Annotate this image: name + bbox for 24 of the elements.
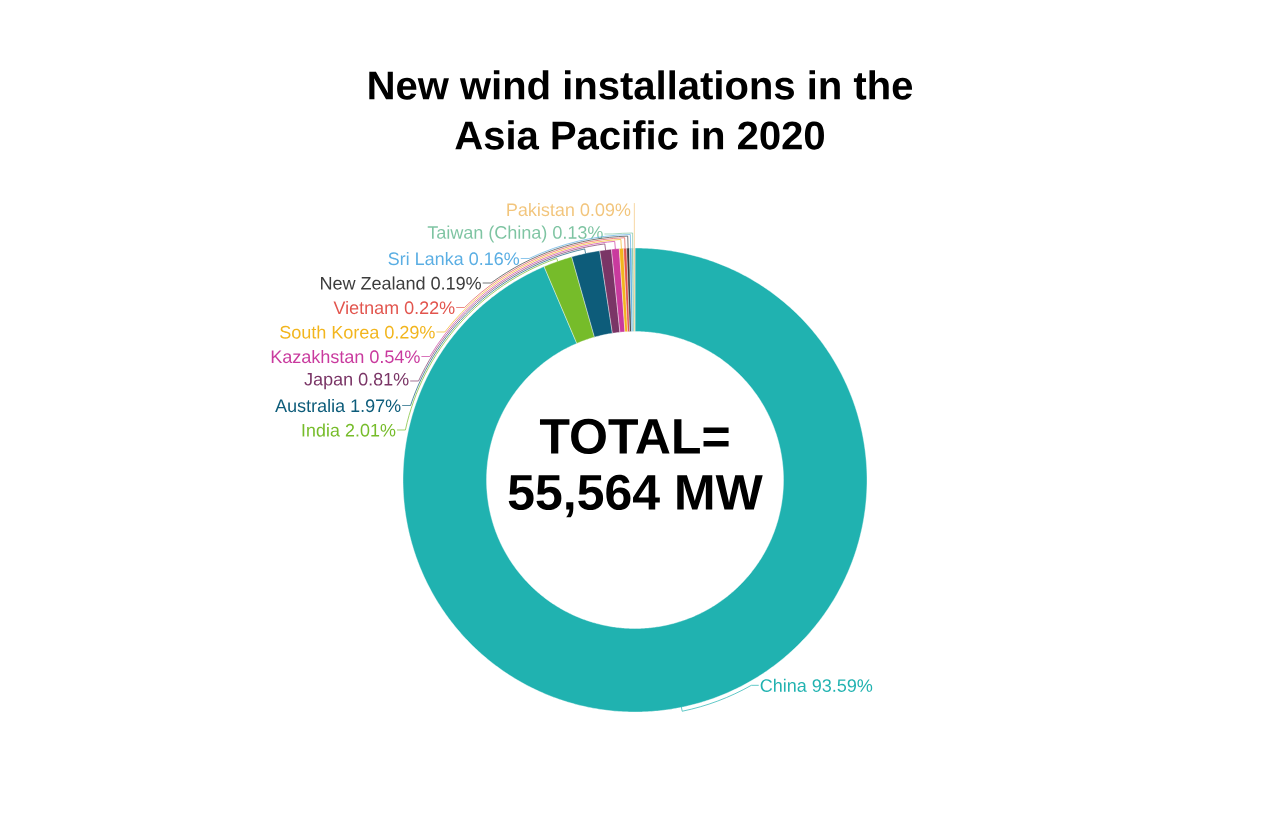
data-label: 0.54%: [370, 350, 420, 364]
data-label: 0.13%: [553, 226, 603, 239]
slice-label: New Zealand: [321, 276, 425, 290]
data-label: 1.97%: [351, 399, 401, 413]
slice-label: China: [760, 678, 807, 692]
data-label: 0.19%: [431, 276, 481, 290]
text: TOTAL= 55,564 MW: [508, 418, 763, 518]
slice-label: Australia: [275, 398, 346, 413]
slice-label: Pakistan: [507, 202, 574, 217]
data-label: 93.59%: [812, 679, 873, 692]
slice-label: South Korea: [280, 325, 380, 339]
data-label: 0.22%: [404, 301, 455, 315]
slice-label: India: [302, 423, 340, 437]
data-label: 2.01%: [345, 423, 396, 437]
slice-label: Vietnam: [333, 300, 398, 315]
slice-label: Kazakhstan: [271, 349, 364, 364]
data-label: 0.09%: [580, 203, 631, 217]
data-label: 0.29%: [385, 325, 435, 339]
slice-label: Japan: [304, 373, 352, 390]
slice-label: Sri Lanka: [388, 251, 464, 266]
slice-label: Taiwan (China): [427, 225, 547, 243]
chart-title: New wind installations in the Asia Pacific in 2020: [369, 70, 913, 150]
data-label: 0.16%: [469, 252, 520, 266]
data-label: 0.81%: [358, 372, 409, 386]
